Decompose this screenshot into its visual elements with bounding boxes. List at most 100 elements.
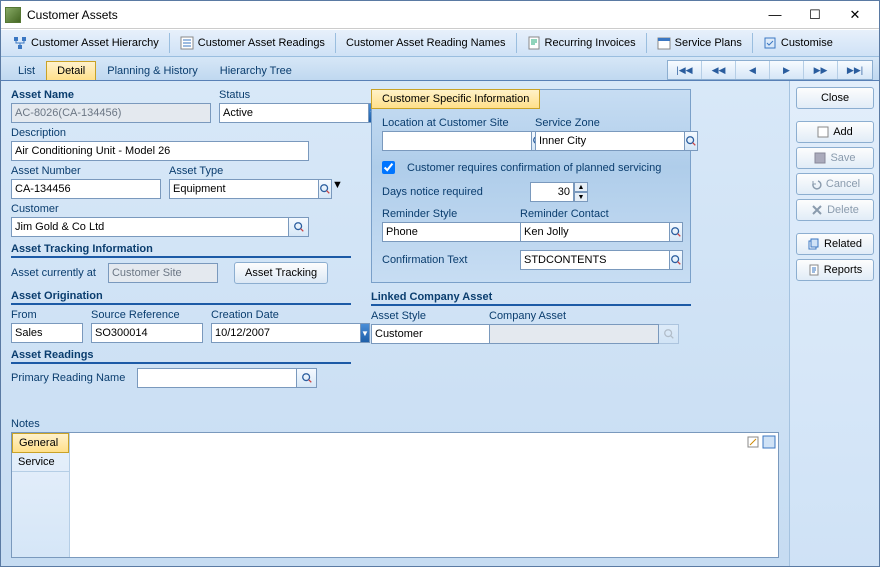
toolbar-customise[interactable]: Customise <box>757 34 839 52</box>
days-spinner[interactable]: ▲ ▼ <box>530 182 588 202</box>
days-field[interactable] <box>530 182 574 202</box>
notes-label: Notes <box>11 418 779 430</box>
customer-field[interactable] <box>11 217 289 237</box>
detail-form: Asset Name Status ▼ Description Asset N <box>1 81 789 566</box>
add-button[interactable]: Add <box>796 121 874 143</box>
asset-type-lookup-icon[interactable] <box>319 179 332 199</box>
currently-at-field <box>108 263 218 283</box>
toolbar-hierarchy[interactable]: Customer Asset Hierarchy <box>7 34 165 52</box>
status-select[interactable] <box>219 103 369 123</box>
delete-icon <box>811 204 823 216</box>
nav-prev-page[interactable]: ◀◀ <box>702 61 736 79</box>
cancel-button[interactable]: Cancel <box>796 173 874 195</box>
reminder-style-label: Reminder Style <box>382 208 512 220</box>
toolbar-readings[interactable]: Customer Asset Readings <box>174 34 331 52</box>
customer-lookup-icon[interactable] <box>289 217 309 237</box>
delete-button[interactable]: Delete <box>796 199 874 221</box>
toolbar-reading-names[interactable]: Customer Asset Reading Names <box>340 35 512 51</box>
reminder-contact-field[interactable] <box>520 222 670 242</box>
csi-box: Customer Specific Information Location a… <box>371 89 691 283</box>
days-up-icon[interactable]: ▲ <box>574 182 588 192</box>
primary-reading-lookup-icon[interactable] <box>297 368 317 388</box>
notes-tab-service[interactable]: Service <box>12 453 69 472</box>
asset-name-label: Asset Name <box>11 89 211 101</box>
add-icon <box>817 126 829 138</box>
asset-style-label: Asset Style <box>371 310 481 322</box>
readings-header: Asset Readings <box>11 349 351 364</box>
tab-planning[interactable]: Planning & History <box>96 61 209 80</box>
reports-button[interactable]: Reports <box>796 259 874 281</box>
status-label: Status <box>219 89 309 101</box>
separator <box>646 33 647 53</box>
zone-label: Service Zone <box>535 117 670 129</box>
undo-icon <box>810 178 822 190</box>
app-icon <box>5 7 21 23</box>
creation-date-dropdown-icon[interactable]: ▼ <box>361 323 370 343</box>
notes-body[interactable] <box>70 433 778 557</box>
nav-next[interactable]: ▶ <box>770 61 804 79</box>
toolbar-service-plans[interactable]: Service Plans <box>651 34 748 52</box>
titlebar: Customer Assets — ☐ ✕ <box>1 1 879 29</box>
maximize-button[interactable]: ☐ <box>795 3 835 27</box>
readings-icon <box>180 36 194 50</box>
notes-edit-icon[interactable] <box>746 435 760 452</box>
tab-detail[interactable]: Detail <box>46 61 96 80</box>
asset-number-field[interactable] <box>11 179 161 199</box>
days-down-icon[interactable]: ▼ <box>574 192 588 202</box>
minimize-button[interactable]: — <box>755 3 795 27</box>
asset-number-label: Asset Number <box>11 165 161 177</box>
record-nav: |◀◀ ◀◀ ◀ ▶ ▶▶ ▶▶| <box>667 60 873 80</box>
notes-tab-general[interactable]: General <box>12 433 69 453</box>
description-field[interactable] <box>11 141 309 161</box>
tab-hierarchy-tree[interactable]: Hierarchy Tree <box>209 61 303 80</box>
tracking-header: Asset Tracking Information <box>11 243 351 258</box>
save-button[interactable]: Save <box>796 147 874 169</box>
company-asset-label: Company Asset <box>489 310 679 322</box>
toolbar-readings-label: Customer Asset Readings <box>198 37 325 49</box>
invoice-icon <box>527 36 541 50</box>
nav-prev[interactable]: ◀ <box>736 61 770 79</box>
notes-expand-icon[interactable] <box>762 435 776 452</box>
company-asset-lookup-icon <box>659 324 679 344</box>
nav-last[interactable]: ▶▶| <box>838 61 872 79</box>
asset-tracking-button[interactable]: Asset Tracking <box>234 262 328 284</box>
from-label: From <box>11 309 83 321</box>
nav-first[interactable]: |◀◀ <box>668 61 702 79</box>
close-button[interactable]: Close <box>796 87 874 109</box>
customer-label: Customer <box>11 203 351 215</box>
related-icon <box>808 238 820 250</box>
tab-row: List Detail Planning & History Hierarchy… <box>1 57 879 81</box>
primary-reading-field[interactable] <box>137 368 297 388</box>
related-button[interactable]: Related <box>796 233 874 255</box>
separator <box>752 33 753 53</box>
creation-date-field[interactable] <box>211 323 361 343</box>
source-ref-field[interactable] <box>91 323 203 343</box>
reminder-contact-lookup-icon[interactable] <box>670 222 683 242</box>
content-area: Asset Name Status ▼ Description Asset N <box>1 81 879 566</box>
origination-header: Asset Origination <box>11 290 351 305</box>
toolbar-recurring[interactable]: Recurring Invoices <box>521 34 642 52</box>
location-field[interactable] <box>382 131 532 151</box>
from-field[interactable] <box>11 323 83 343</box>
separator <box>335 33 336 53</box>
confirm-text-lookup-icon[interactable] <box>670 250 683 270</box>
service-plans-icon <box>657 36 671 50</box>
confirm-text-field[interactable] <box>520 250 670 270</box>
close-window-button[interactable]: ✕ <box>835 3 875 27</box>
asset-type-field[interactable] <box>169 179 319 199</box>
asset-type-dropdown-icon[interactable]: ▼ <box>332 179 343 199</box>
csi-tab[interactable]: Customer Specific Information <box>371 89 540 109</box>
toolbar-hierarchy-label: Customer Asset Hierarchy <box>31 37 159 49</box>
confirm-text-label: Confirmation Text <box>382 254 512 266</box>
toolbar-customise-label: Customise <box>781 37 833 49</box>
tab-list[interactable]: List <box>7 61 46 80</box>
confirm-checkbox[interactable] <box>382 161 395 174</box>
reminder-style-select[interactable] <box>382 222 532 242</box>
nav-next-page[interactable]: ▶▶ <box>804 61 838 79</box>
zone-field[interactable] <box>535 131 685 151</box>
toolbar-recurring-label: Recurring Invoices <box>545 37 636 49</box>
company-asset-field <box>489 324 659 344</box>
zone-lookup-icon[interactable] <box>685 131 698 151</box>
asset-name-field <box>11 103 211 123</box>
source-ref-label: Source Reference <box>91 309 203 321</box>
